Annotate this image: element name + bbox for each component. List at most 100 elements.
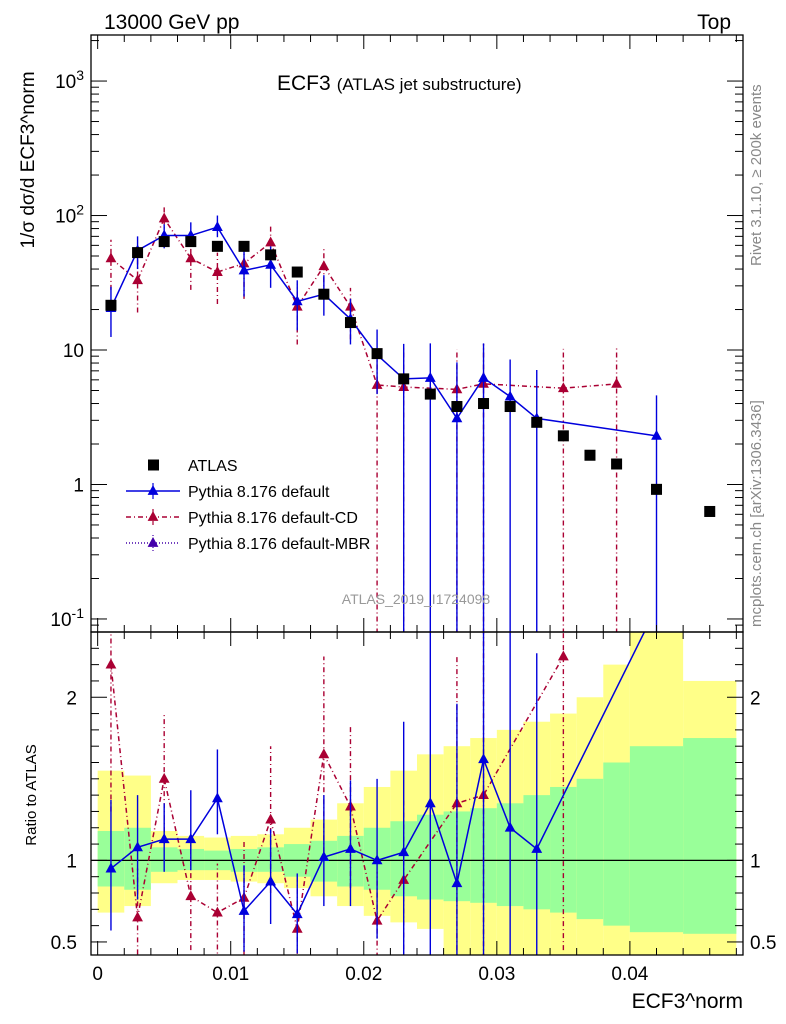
x-tick-label: 0.04 [611, 964, 648, 985]
atlas-point [557, 430, 569, 442]
atlas-point [291, 266, 303, 278]
x-tick-label: 0.02 [345, 964, 382, 985]
y-tick-label-ratio-right: 0.5 [750, 933, 776, 954]
y-tick-label-main: 103 [55, 67, 84, 93]
ratio-default-point [158, 833, 170, 844]
band-inner [629, 746, 684, 933]
band-inner [576, 778, 604, 920]
y-tick-label-ratio: 2 [66, 688, 77, 709]
ratio-default-point [105, 862, 117, 873]
y-tick-label-ratio-right: 2 [750, 688, 761, 709]
x-tick-label: 0 [92, 964, 103, 985]
default-point [651, 429, 662, 440]
y-tick-label-ratio-right: 1 [750, 851, 761, 872]
atlas-point [265, 249, 277, 261]
ratio-default-point [371, 854, 383, 865]
atlas-point [132, 247, 144, 259]
cd-point [158, 212, 170, 223]
default-point [424, 371, 436, 382]
atlas-point [651, 483, 663, 495]
cd-point [318, 260, 330, 271]
atlas-point [611, 458, 623, 470]
main-plot [105, 204, 716, 632]
ratio-default-point [238, 904, 250, 915]
side-mcplots: mcplots.cern.ch [arXiv:1306.3436] [748, 400, 765, 627]
atlas-point [424, 388, 436, 400]
ratio-default-point [451, 877, 463, 888]
x-tick-label: 0.03 [478, 964, 515, 985]
default-point [291, 295, 303, 306]
atlas-point [504, 401, 516, 413]
default-point [504, 390, 516, 401]
band-inner [683, 738, 737, 934]
legend: ATLAS Pythia 8.176 default Pythia 8.176 de… [126, 458, 370, 553]
default-point [451, 412, 463, 423]
legend-marker [147, 485, 159, 495]
ratio-default-point [531, 842, 543, 853]
ylabel-main-text: 1/σ dσ/d ECF3^norm [18, 71, 39, 248]
cd-point [105, 252, 117, 263]
header-right: Top [697, 11, 731, 34]
default-point [238, 264, 250, 275]
atlas-point [398, 373, 410, 385]
x-axis-label: ECF3^norm [632, 990, 743, 1013]
ratio-default-point [424, 797, 436, 808]
ratio-cd-point [158, 772, 170, 783]
y-tick-label-main: 10 [63, 341, 84, 362]
ratio-cd-point [185, 890, 197, 901]
ratio-default-point [318, 851, 330, 862]
band-inner [603, 762, 630, 926]
ratio-default-point [345, 842, 356, 853]
atlas-point [584, 449, 596, 461]
cd-point [611, 377, 622, 388]
default-point [212, 221, 223, 232]
cd-point [557, 382, 569, 393]
legend-marker [147, 511, 159, 521]
ratio-cd-point [105, 658, 117, 669]
ratio-cd-point [265, 813, 277, 824]
y-tick-label-main: 102 [55, 202, 84, 228]
y-tick-label-main: 10-1 [50, 605, 84, 631]
ratio-default-point [265, 875, 277, 886]
side-rivet: Rivet 3.1.10, ≥ 200k events [748, 84, 765, 266]
legend-label: Pythia 8.176 default-CD [188, 510, 358, 527]
atlas-point [105, 299, 117, 311]
ratio-default-line [110, 632, 646, 916]
ratio-default-point [398, 846, 410, 857]
cd-point [212, 266, 223, 276]
atlas-point [211, 240, 223, 252]
atlas-point [371, 348, 383, 360]
legend-label: ATLAS [188, 458, 238, 475]
ratio-default-point [478, 753, 489, 764]
ratio-default-point [132, 841, 143, 852]
atlas-point [185, 236, 197, 248]
atlas-point [531, 416, 543, 428]
x-tick-label: 0.01 [212, 964, 249, 985]
atlas-point [451, 401, 463, 413]
y-tick-label-ratio: 1 [66, 851, 77, 872]
default-point [265, 258, 277, 269]
legend-label: Pythia 8.176 default-MBR [188, 536, 370, 553]
y-tick-label-ratio: 0.5 [51, 933, 77, 954]
ratio-default-point [291, 908, 303, 919]
y-axis-label-ratio: Ratio to ATLAS [23, 744, 40, 845]
atlas-point [704, 505, 716, 517]
ratio-plot [91, 632, 743, 955]
legend-label: Pythia 8.176 default [188, 484, 330, 501]
legend-marker-atlas [148, 459, 159, 471]
ratio-default-point [504, 821, 516, 832]
y-axis-label-main: 1/σ dσ/d ECF3^norm [18, 71, 39, 248]
ratio-default-point [185, 833, 197, 844]
chart-title: ECF3 (ATLAS jet substructure) [277, 72, 522, 95]
ratio-bands [97, 632, 737, 955]
atlas-point [158, 236, 170, 248]
ratio-cd-point [318, 748, 330, 759]
atlas-point [478, 398, 490, 410]
atlas-point [344, 317, 356, 329]
default-point [478, 371, 489, 382]
header-left: 13000 GeV pp [104, 11, 239, 34]
legend-marker [147, 537, 159, 547]
ratio-cd-point [132, 911, 143, 922]
cd-point [265, 236, 277, 247]
